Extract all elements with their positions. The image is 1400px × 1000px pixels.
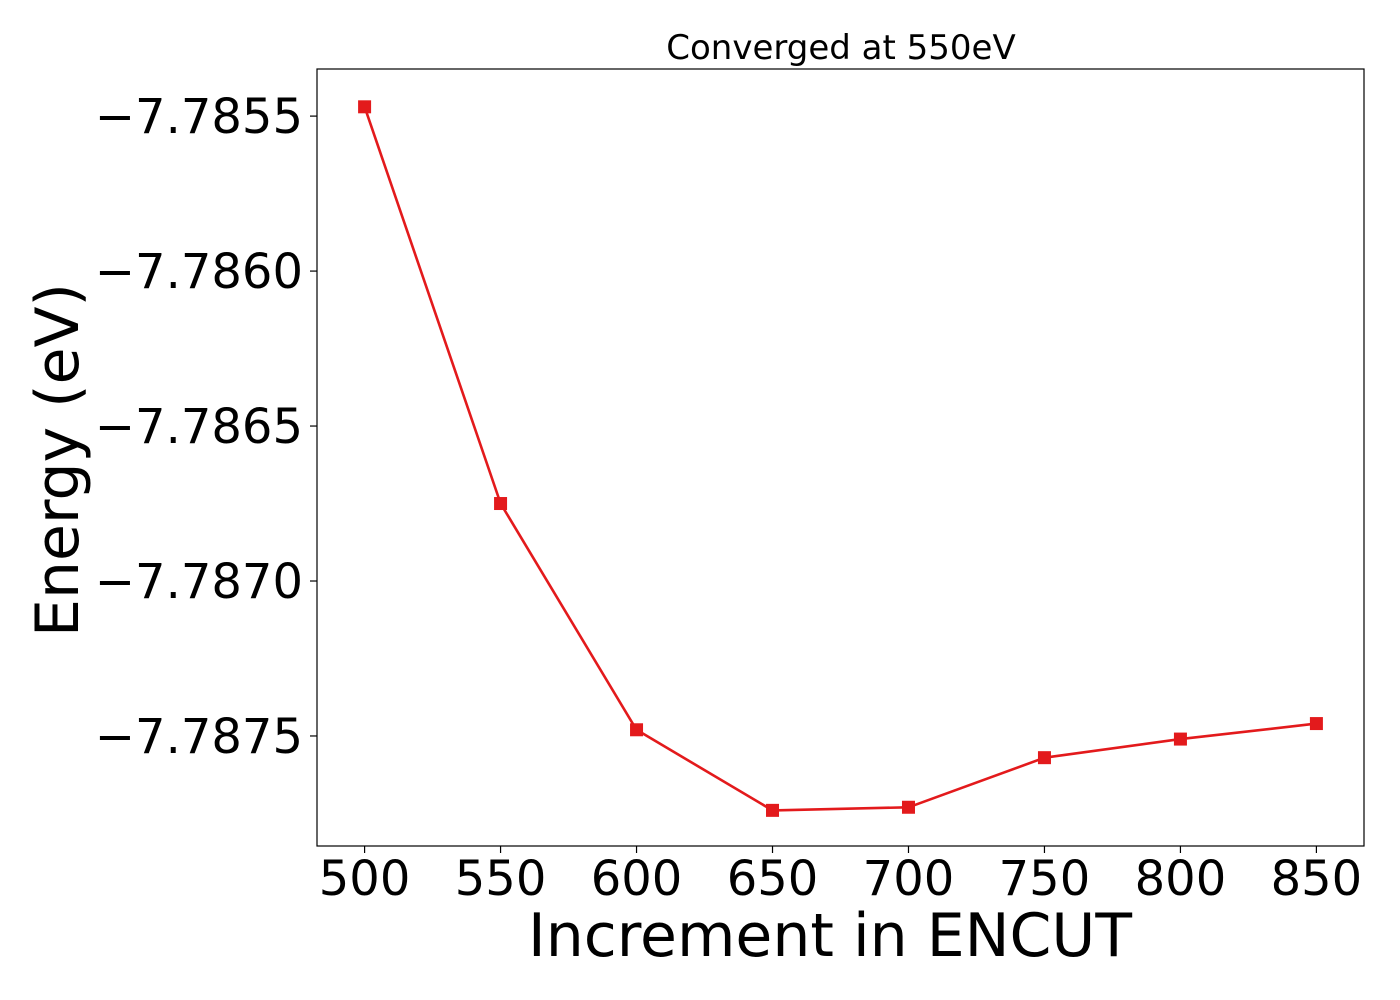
data-point-marker	[1173, 732, 1187, 746]
y-axis-label: Energy (eV)	[23, 283, 93, 637]
y-axis: −7.7855 −7.7860 −7.7865 −7.7870 −7.7875	[95, 89, 317, 765]
x-axis: 500 550 600 650 700 750 800 850	[319, 846, 1362, 907]
chart-title: Converged at 550eV	[666, 28, 1015, 68]
x-tick-label: 800	[1135, 851, 1227, 907]
plot-frame	[316, 68, 1365, 847]
data-point-marker	[766, 803, 780, 817]
y-tick-label: −7.7870	[95, 554, 303, 610]
x-tick-label: 600	[591, 851, 683, 907]
x-tick-label: 550	[455, 851, 547, 907]
x-tick-label: 850	[1271, 851, 1363, 907]
series-group	[363, 106, 1317, 812]
x-tick-label: 750	[999, 851, 1091, 907]
data-point-marker	[1037, 751, 1051, 765]
data-point-marker	[901, 800, 915, 814]
series-line	[363, 106, 1317, 812]
x-tick-label: 700	[863, 851, 955, 907]
data-point-marker	[358, 100, 372, 114]
x-tick-label: 650	[727, 851, 819, 907]
y-tick-label: −7.7855	[95, 89, 303, 145]
y-tick-label: −7.7875	[95, 709, 303, 765]
x-tick-label: 500	[319, 851, 411, 907]
y-tick-label: −7.7865	[95, 399, 303, 455]
data-point-marker	[494, 497, 508, 511]
data-point-marker	[1309, 717, 1323, 731]
marker-group	[358, 100, 1323, 817]
y-tick-label: −7.7860	[95, 244, 303, 300]
x-axis-label: Increment in ENCUT	[528, 901, 1132, 971]
data-point-marker	[630, 723, 644, 737]
